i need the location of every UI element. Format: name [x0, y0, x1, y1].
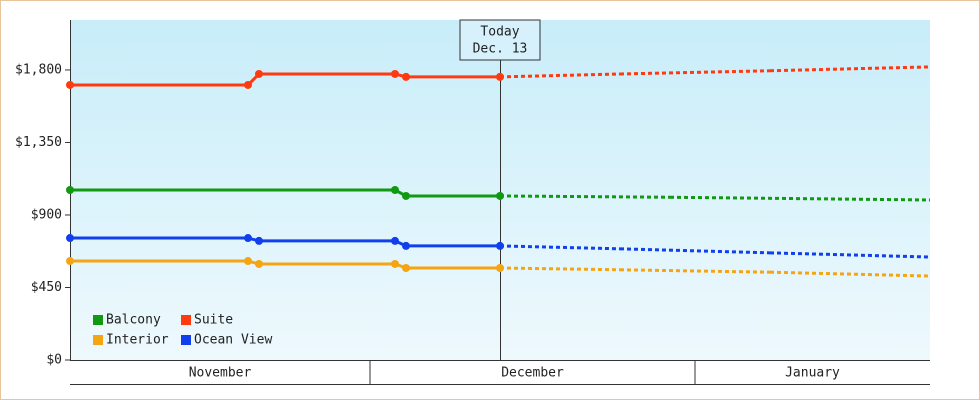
legend-swatch: [181, 335, 191, 345]
point: [66, 186, 74, 194]
point: [244, 257, 252, 266]
y-tick-label: $1,350: [15, 135, 62, 150]
point: [255, 259, 263, 268]
point: [66, 257, 74, 266]
point: [255, 69, 263, 78]
point: [402, 72, 410, 81]
forecast-segment: [769, 65, 931, 73]
forecast-segment: [499, 194, 671, 199]
forecast-segment: [499, 244, 621, 251]
today-box: [459, 19, 541, 61]
point: [66, 80, 74, 89]
point: [402, 263, 410, 272]
point: [391, 259, 399, 268]
month-label: November: [189, 366, 252, 381]
point: [255, 236, 263, 245]
y-tick-label: $450: [31, 280, 62, 295]
point: [244, 80, 252, 89]
legend-swatch: [93, 315, 103, 325]
point: [391, 69, 399, 78]
forecast-segment: [499, 72, 621, 79]
forecast-segment: [669, 195, 931, 202]
point: [66, 234, 74, 243]
today-label: Dec. 13: [473, 42, 528, 57]
month-label: January: [785, 366, 840, 381]
forecast-segment: [769, 251, 931, 259]
legend-swatch: [93, 335, 103, 345]
forecast-segment: [499, 266, 621, 272]
point: [391, 186, 399, 194]
legend-swatch: [181, 315, 191, 325]
point: [496, 241, 504, 250]
point: [496, 191, 504, 200]
month-label: December: [501, 366, 564, 381]
point: [496, 263, 504, 272]
legend-label: Suite: [194, 313, 233, 328]
y-tick-label: $1,800: [15, 62, 62, 77]
forecast-segment: [769, 270, 931, 278]
y-tick-label: $0: [46, 353, 62, 368]
legend-label: Interior: [106, 333, 169, 348]
legend-label: Ocean View: [194, 333, 272, 348]
point: [496, 72, 504, 81]
point: [402, 191, 410, 200]
point: [244, 234, 252, 243]
point: [391, 236, 399, 245]
point: [402, 241, 410, 250]
y-tick-label: $900: [31, 207, 62, 222]
legend-label: Balcony: [106, 313, 161, 328]
today-label: Today: [480, 25, 519, 40]
